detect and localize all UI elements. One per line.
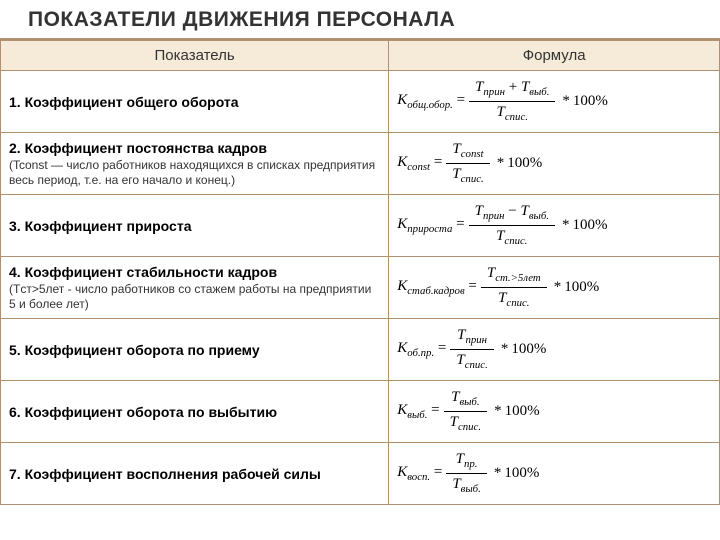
table-row: 2. Коэффициент постоянства кадров (Tconst… <box>1 133 720 195</box>
col-header-formula: Формула <box>389 41 720 71</box>
indicator-cell: 7. Коэффициент восполнения рабочей силы <box>1 443 389 505</box>
table-row: 3. Коэффициент прироста Kприроста = Tприн… <box>1 195 720 257</box>
table-row: 6. Коэффициент оборота по выбытию Kвыб. =… <box>1 381 720 443</box>
indicator-cell: 5. Коэффициент оборота по приему <box>1 319 389 381</box>
indicator-cell: 3. Коэффициент прироста <box>1 195 389 257</box>
indicator-main: 7. Коэффициент восполнения рабочей силы <box>9 466 380 482</box>
formula-cell: Kоб.пр. = TпринTспис.*100% <box>389 319 720 381</box>
table-row: 5. Коэффициент оборота по приему Kоб.пр. … <box>1 319 720 381</box>
table-row: 1. Коэффициент общего оборота Kобщ.обор. … <box>1 71 720 133</box>
col-header-indicator: Показатель <box>1 41 389 71</box>
indicators-table: Показатель Формула 1. Коэффициент общего… <box>0 40 720 505</box>
indicator-main: 5. Коэффициент оборота по приему <box>9 342 380 358</box>
indicator-note: (Tconst — число работников находящихся в… <box>9 158 380 187</box>
indicator-cell: 1. Коэффициент общего оборота <box>1 71 389 133</box>
indicator-main: 4. Коэффициент стабильности кадров <box>9 264 380 280</box>
formula-cell: Kвыб. = Tвыб.Tспис.*100% <box>389 381 720 443</box>
formula-cell: Kconst = TconstTспис.*100% <box>389 133 720 195</box>
indicator-main: 1. Коэффициент общего оборота <box>9 94 380 110</box>
indicator-cell: 2. Коэффициент постоянства кадров (Tconst… <box>1 133 389 195</box>
formula-cell: Kобщ.обор. = Tприн + Tвыб.Tспис.*100% <box>389 71 720 133</box>
indicator-cell: 6. Коэффициент оборота по выбытию <box>1 381 389 443</box>
indicator-main: 3. Коэффициент прироста <box>9 218 380 234</box>
formula-cell: Kвосп. = Tпр.Tвыб.*100% <box>389 443 720 505</box>
indicator-note: (Tст>5лет - число работников со стажем р… <box>9 282 380 311</box>
formula-cell: Kстаб.кадров = Tст.>5летTспис.*100% <box>389 257 720 319</box>
indicator-cell: 4. Коэффициент стабильности кадров (Tст>5… <box>1 257 389 319</box>
page-title: ПОКАЗАТЕЛИ ДВИЖЕНИЯ ПЕРСОНАЛА <box>0 0 720 40</box>
indicator-main: 6. Коэффициент оборота по выбытию <box>9 404 380 420</box>
table-row: 7. Коэффициент восполнения рабочей силы K… <box>1 443 720 505</box>
table-row: 4. Коэффициент стабильности кадров (Tст>5… <box>1 257 720 319</box>
formula-cell: Kприроста = Tприн − Tвыб.Tспис.*100% <box>389 195 720 257</box>
indicator-main: 2. Коэффициент постоянства кадров <box>9 140 380 156</box>
